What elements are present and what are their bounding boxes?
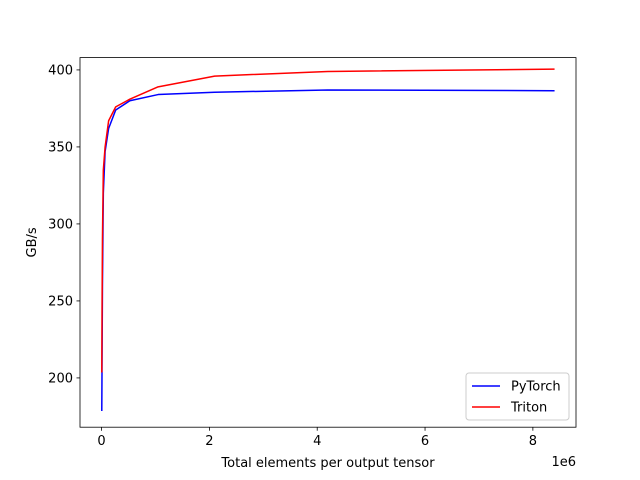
legend: PyTorch Triton bbox=[465, 372, 570, 421]
legend-box bbox=[465, 372, 570, 421]
y-tick-label: 250 bbox=[48, 294, 73, 309]
x-axis-offset-label: 1e6 bbox=[551, 455, 576, 470]
x-tick-label: 0 bbox=[97, 434, 105, 449]
y-axis-label: GB/s bbox=[25, 227, 40, 257]
legend-label-pytorch: PyTorch bbox=[511, 380, 561, 395]
y-tick-label: 200 bbox=[48, 371, 73, 386]
x-axis-label: Total elements per output tensor bbox=[220, 456, 435, 471]
series-line-triton bbox=[101, 68, 555, 373]
axes-frame bbox=[79, 57, 577, 428]
x-tick-label: 8 bbox=[529, 434, 537, 449]
series-layer bbox=[101, 68, 555, 412]
y-tick-label: 400 bbox=[48, 63, 73, 78]
x-tick-label: 6 bbox=[421, 434, 429, 449]
x-tick-label: 2 bbox=[205, 434, 213, 449]
x-axis: 0 2 4 6 8 bbox=[97, 427, 537, 449]
legend-label-triton: Triton bbox=[510, 401, 547, 416]
y-tick-label: 300 bbox=[48, 217, 73, 232]
x-tick-label: 4 bbox=[313, 434, 321, 449]
y-axis: 200 250 300 350 400 bbox=[48, 63, 80, 386]
plot-area bbox=[79, 57, 577, 428]
y-tick-label: 350 bbox=[48, 140, 73, 155]
